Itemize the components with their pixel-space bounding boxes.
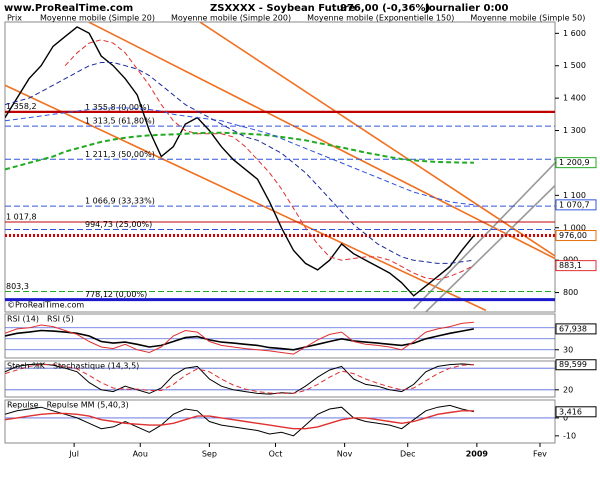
value-box-label: 67,938 xyxy=(559,324,587,333)
panel-frame xyxy=(4,21,556,313)
series-line xyxy=(5,404,475,437)
level-label: 1 211,3 (50,00%) xyxy=(85,150,155,159)
y-tick-label: -10 xyxy=(563,431,576,440)
plot-area: 1 358,2 1 355,8 (0,00%)1 313,5 (61,80%)1 … xyxy=(5,22,555,312)
plot-area xyxy=(5,363,555,395)
value-box-label: 883,1 xyxy=(559,261,582,270)
series-line xyxy=(5,328,475,351)
panel-frame xyxy=(4,313,556,359)
x-tick-label: 2009 xyxy=(466,450,489,459)
legend-entry: Repulse xyxy=(7,401,39,410)
legend-entry: Moyenne mobile (Simple 50) xyxy=(470,14,585,23)
channel-line xyxy=(425,185,555,312)
value-box-label: 3,416 xyxy=(559,407,582,416)
legend-entry: Prix xyxy=(7,14,22,23)
legend-entry: Stochastique (14,3,5) xyxy=(53,362,139,371)
legend-entry: Repulse MM (5,40,3) xyxy=(47,401,129,410)
x-tick-label: Jul xyxy=(68,450,79,459)
y-tick-label: 30 xyxy=(563,345,573,354)
series-line xyxy=(5,363,474,395)
value-box-label: 976,00 xyxy=(559,231,587,240)
plot-area xyxy=(5,404,555,437)
value-box-label: 1 200,9 xyxy=(559,158,590,167)
quote: 976,00 (-0,36%) xyxy=(340,3,430,14)
level-label: 803,3 xyxy=(6,282,29,291)
period: Journalier 0:00 xyxy=(424,3,508,14)
legend-entry: RSI (5) xyxy=(47,315,74,324)
x-tick-label: Aou xyxy=(133,450,148,459)
series-line xyxy=(5,321,474,355)
value-box-label: 89,599 xyxy=(559,360,587,369)
x-tick-label: Nov xyxy=(337,450,353,459)
legend-entry: RSI (14) xyxy=(7,315,39,324)
instrument: ZSXXXX - Soybean Future xyxy=(210,3,356,14)
y-tick-label: 1 300 xyxy=(563,126,586,135)
value-box xyxy=(555,406,597,418)
plot-area xyxy=(5,321,555,355)
legend-entry: Moyenne mobile (Exponentielle 150) xyxy=(307,14,454,23)
channel-line xyxy=(5,84,487,312)
value-box xyxy=(555,323,597,335)
value-box-label: 1 070,7 xyxy=(559,200,590,209)
y-tick-label: 1 500 xyxy=(563,61,586,70)
y-tick-label: 800 xyxy=(563,288,578,297)
level-label: 1 066,9 (33,33%) xyxy=(85,197,155,206)
x-tick-label: Oct xyxy=(269,450,283,459)
x-tick-label: Fev xyxy=(533,450,547,459)
y-tick-label: 1 100 xyxy=(563,191,586,200)
value-box xyxy=(555,157,597,169)
channel-line xyxy=(199,22,555,257)
panel-frame xyxy=(4,360,556,398)
series-line xyxy=(5,364,474,394)
series-line xyxy=(64,39,475,281)
footer: ©ProRealTime.com xyxy=(7,301,84,310)
value-box xyxy=(555,359,597,371)
value-box xyxy=(555,199,597,211)
level-label: 1 017,8 xyxy=(6,212,37,221)
level-label: 1 313,5 (61,80%) xyxy=(85,117,155,126)
panel-frame xyxy=(4,399,556,444)
legend-entry: Moyenne mobile (Simple 200) xyxy=(171,14,291,23)
channel-line xyxy=(88,22,555,260)
legend-entry: Moyenne mobile (Simple 20) xyxy=(40,14,155,23)
series-line xyxy=(5,26,475,297)
level-label: 778,12 (0,00%) xyxy=(85,290,147,299)
series-line xyxy=(5,107,474,206)
legend-entry: Stoch %K xyxy=(7,362,46,371)
x-tick-label: Sep xyxy=(202,450,217,459)
site: www.ProRealTime.com xyxy=(4,3,133,14)
y-tick-label: 20 xyxy=(563,385,573,394)
channel-line xyxy=(413,162,555,310)
value-box xyxy=(555,230,597,242)
y-tick-label: 1 000 xyxy=(563,223,586,232)
level-label: 994,73 (25,00%) xyxy=(85,220,152,229)
x-tick-label: Dec xyxy=(400,450,415,459)
value-box xyxy=(555,260,597,272)
y-tick-label: 1 400 xyxy=(563,94,586,103)
y-tick-label: 0 xyxy=(563,413,568,422)
y-tick-label: 1 600 xyxy=(563,29,586,38)
series-line xyxy=(5,410,474,430)
series-line xyxy=(5,131,474,171)
level-label: 1 358,2 xyxy=(6,102,37,111)
